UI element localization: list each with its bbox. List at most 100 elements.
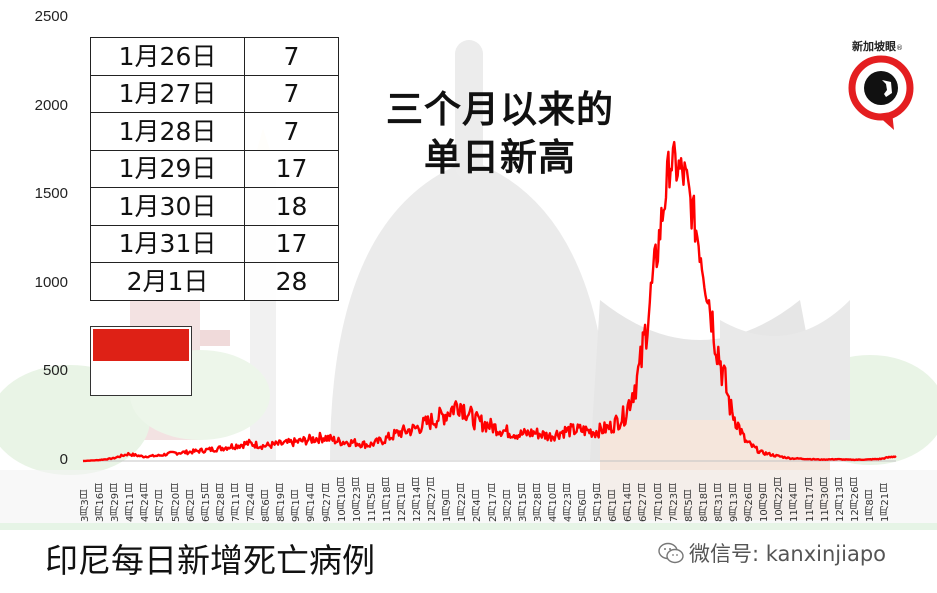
x-tick-label: 11月18日 [381, 476, 393, 522]
chart-title: 印尼每日新增死亡病例 [45, 541, 375, 580]
x-tick-label: 10月10日 [336, 476, 348, 522]
decorative-green-band [0, 523, 937, 530]
x-tick-label: 3月16日 [95, 482, 107, 522]
x-tick-label: 3月28日 [532, 482, 544, 522]
headline-line2: 单日新高 [424, 136, 576, 179]
table-date-cell: 1月31日 [90, 224, 245, 263]
table-value-cell: 17 [244, 224, 339, 263]
table-date-cell: 1月29日 [90, 149, 245, 188]
table-date-cell: 2月1日 [90, 262, 245, 301]
y-tick-2000: 2000 [34, 97, 68, 114]
x-tick-label: 6月2日 [185, 489, 197, 522]
deaths-series-line [82, 140, 897, 463]
table-value-cell: 17 [244, 149, 339, 188]
x-tick-label: 12月1日 [396, 482, 408, 522]
x-tick-label: 5月19日 [593, 482, 605, 522]
x-tick-label: 5月20日 [170, 482, 182, 522]
x-tick-label: 12月26日 [849, 476, 861, 522]
x-tick-label: 5月7日 [155, 489, 167, 522]
x-tick-label: 12月13日 [834, 476, 846, 522]
y-tick-1500: 1500 [34, 185, 68, 202]
table-row: 1月31日 17 [90, 224, 339, 263]
wechat-watermark: 微信号: kanxinjiapo [657, 538, 886, 568]
x-tick-label: 6月1日 [608, 489, 620, 522]
eye-speech-bubble-icon [848, 55, 914, 130]
wechat-id: 微信号: kanxinjiapo [689, 542, 887, 566]
table-row: 1月27日 7 [90, 74, 339, 113]
x-tick-label: 8月5日 [683, 489, 695, 522]
y-tick-500: 500 [42, 362, 68, 379]
x-tick-label: 2月4日 [472, 489, 484, 522]
x-tick-label: 6月14日 [623, 482, 635, 522]
x-tick-label: 11月4日 [789, 482, 801, 522]
x-tick-label: 7月10日 [653, 482, 665, 522]
x-tick-label: 12月14日 [412, 476, 424, 522]
y-tick-1000: 1000 [34, 274, 68, 291]
x-tick-label: 3月15日 [517, 482, 529, 522]
table-date-cell: 1月28日 [90, 112, 245, 151]
x-tick-label: 12月27日 [427, 476, 439, 522]
x-axis-labels: 3月3日 3月16日 3月29日 4月11日 4月24日 5月7日 5月20日 6月2日 6月1… [0, 466, 937, 526]
x-tick-label: 5月6日 [578, 489, 590, 522]
x-tick-label: 3月3日 [80, 489, 91, 522]
x-tick-label: 10月23日 [351, 476, 363, 522]
x-tick-label: 8月6日 [261, 489, 273, 522]
table-value-cell: 7 [244, 112, 339, 151]
x-tick-label: 4月11日 [125, 482, 137, 522]
x-tick-label: 1月21日 [880, 482, 891, 522]
x-tick-label: 4月24日 [140, 482, 152, 522]
x-tick-label: 1月22日 [457, 482, 469, 522]
table-date-cell: 1月27日 [90, 74, 245, 113]
table-value-cell: 28 [244, 262, 339, 301]
x-tick-label: 8月19日 [276, 482, 288, 522]
logo-text: 新加坡眼® [852, 40, 903, 53]
x-tick-label: 9月14日 [306, 482, 318, 522]
x-tick-label: 6月15日 [200, 482, 212, 522]
x-tick-label: 8月18日 [698, 482, 710, 522]
x-tick-label: 9月27日 [321, 482, 333, 522]
table-row: 1月30日 18 [90, 187, 339, 226]
x-tick-label: 4月10日 [547, 482, 559, 522]
x-tick-label: 10月22日 [774, 476, 786, 522]
y-tick-2500: 2500 [34, 8, 68, 25]
flag-white-stripe [93, 361, 189, 393]
x-tick-label: 11月30日 [819, 476, 831, 522]
x-tick-label: 6月28日 [215, 482, 227, 522]
recent-deaths-table: 1月26日 7 1月27日 7 1月28日 7 1月29日 17 1月30日 18 1月31日 17 2… [90, 37, 339, 301]
x-tick-label: 1月8日 [864, 489, 876, 522]
x-tick-label: 11月17日 [804, 476, 816, 522]
table-date-cell: 1月30日 [90, 187, 245, 226]
table-row: 1月28日 7 [90, 112, 339, 151]
wechat-icon [658, 542, 684, 564]
table-value-cell: 7 [244, 37, 339, 76]
table-value-cell: 18 [244, 187, 339, 226]
x-tick-label: 10月9日 [759, 482, 771, 522]
x-tick-label: 11月5日 [366, 482, 378, 522]
headline: 三个月以来的 单日新高 [362, 86, 638, 182]
table-row: 1月26日 7 [90, 37, 339, 76]
x-tick-label: 2月17日 [487, 482, 499, 522]
x-tick-label: 7月11日 [230, 482, 242, 522]
table-row: 1月29日 17 [90, 149, 339, 188]
indonesia-flag [90, 326, 192, 396]
flag-red-stripe [93, 329, 189, 361]
x-tick-label: 9月1日 [291, 489, 303, 522]
headline-line1: 三个月以来的 [386, 88, 614, 131]
x-tick-label: 8月31日 [713, 482, 725, 522]
x-tick-label: 4月23日 [563, 482, 575, 522]
x-tick-label: 7月24日 [246, 482, 258, 522]
table-row: 2月1日 28 [90, 262, 339, 301]
x-tick-label: 7月23日 [668, 482, 680, 522]
x-tick-label: 9月13日 [729, 482, 741, 522]
x-tick-label: 9月26日 [744, 482, 756, 522]
y-tick-0: 0 [59, 451, 68, 468]
x-tick-label: 3月2日 [502, 489, 514, 522]
kanxinjiapo-logo: 新加坡眼® [836, 38, 926, 130]
x-tick-label: 1月9日 [442, 489, 454, 522]
table-value-cell: 7 [244, 74, 339, 113]
x-tick-label: 3月29日 [110, 482, 122, 522]
table-date-cell: 1月26日 [90, 37, 245, 76]
x-tick-label: 6月27日 [638, 482, 650, 522]
